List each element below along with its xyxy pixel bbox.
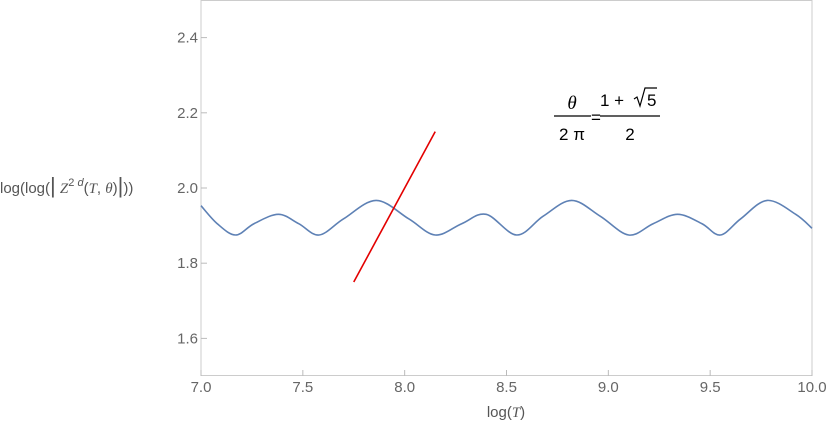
x-tick-label: 9.5	[700, 379, 721, 396]
x-tick-label: 9.0	[598, 379, 619, 396]
y-tick-label: 1.8	[177, 255, 198, 272]
y-tick-label: 1.6	[177, 330, 198, 347]
series-line-blue	[200, 199, 813, 236]
y-axis-title: log(log(| Z2 d(T, θ)|))	[0, 173, 133, 198]
series-group	[200, 131, 813, 283]
ticks: 7.0 7.5 8.0 8.5 9.0 9.5 10.0 1.6 1.8 2.0 2.2 2.4	[177, 30, 826, 396]
x-tick-label: 10.0	[797, 379, 826, 396]
annotation-two: 2	[625, 125, 634, 144]
annotation-one-plus: 1 +	[600, 91, 624, 110]
annotation-two-pi: 2 π	[559, 125, 585, 144]
annotation-sqrt-arg: 5	[647, 91, 656, 110]
annotation-theta: θ	[567, 93, 576, 114]
plot-frame	[200, 0, 813, 376]
x-tick-label: 7.5	[292, 379, 313, 396]
series-line-red	[353, 131, 436, 283]
y-tick-label: 2.0	[177, 180, 198, 197]
y-tick-label: 2.2	[177, 105, 198, 122]
x-tick-label: 7.0	[191, 379, 212, 396]
ratio-annotation: θ 2 π = 1 + 5 2	[554, 87, 660, 144]
y-tick-label: 2.4	[177, 30, 198, 47]
x-axis-title: log(T)	[487, 404, 525, 421]
annotation-equals: =	[591, 108, 601, 127]
x-tick-label: 8.0	[394, 379, 415, 396]
sqrt-sign	[633, 87, 657, 109]
x-tick-label: 8.5	[496, 379, 517, 396]
